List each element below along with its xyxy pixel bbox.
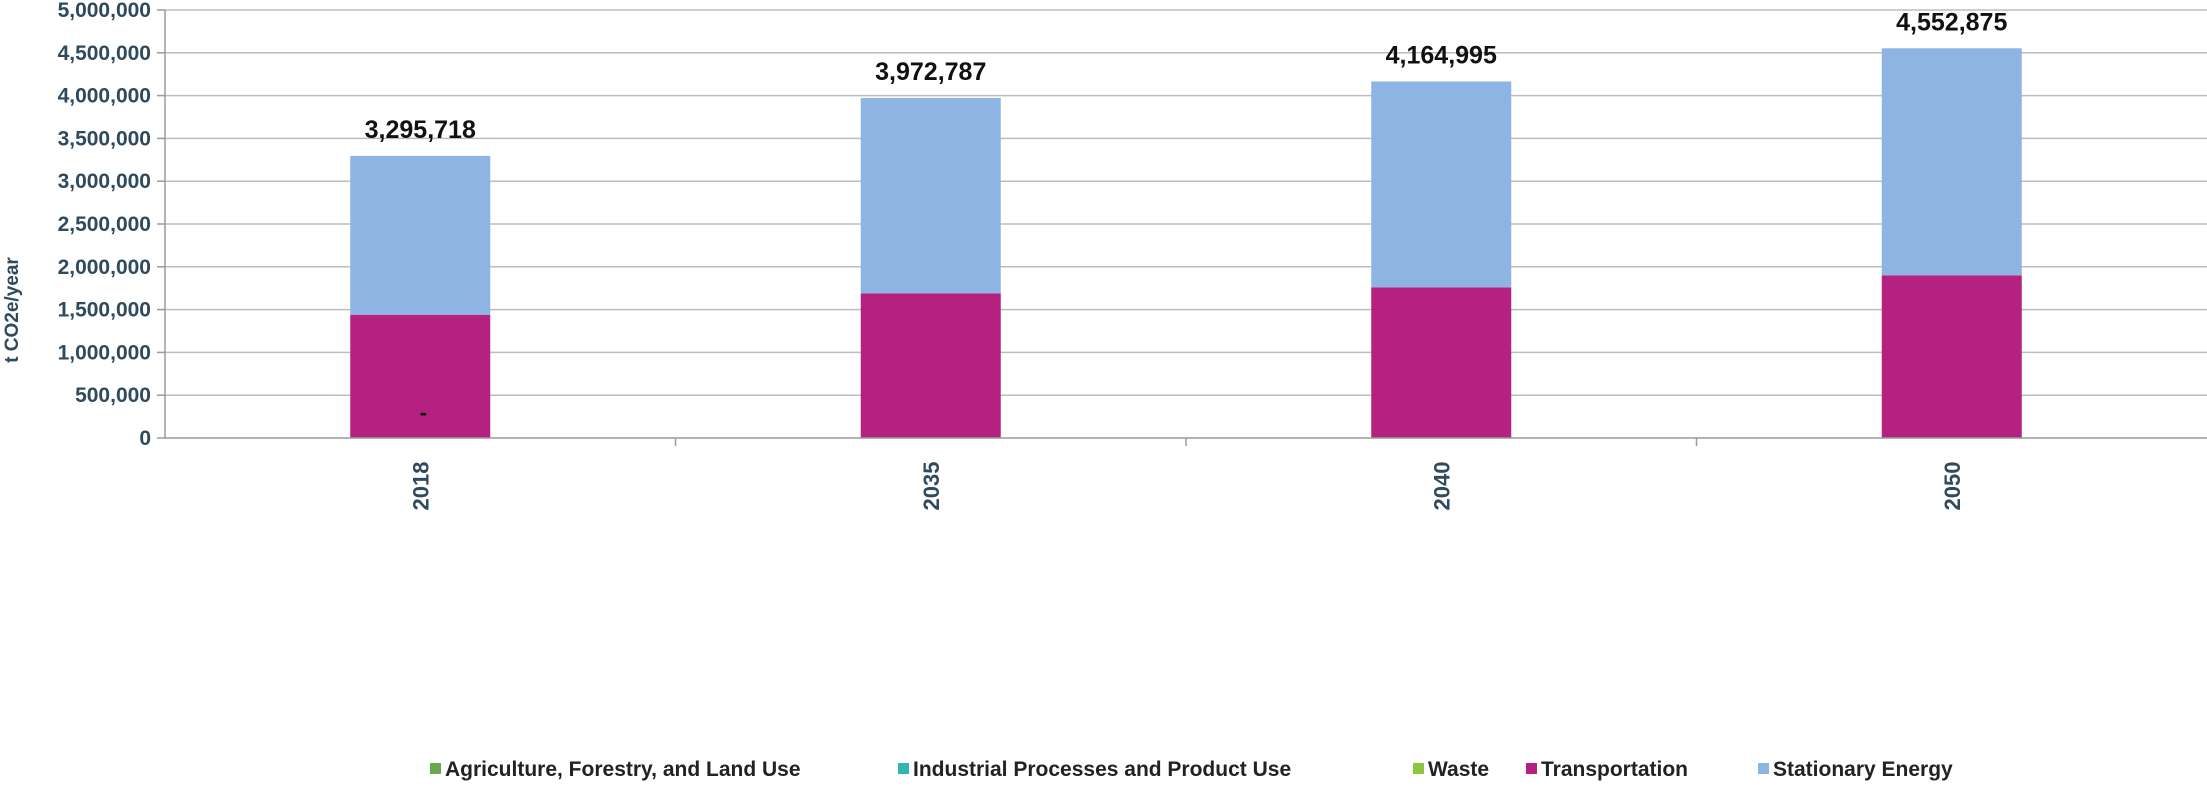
legend-label: Agriculture, Forestry, and Land Use <box>445 758 801 781</box>
total-label-2040: 4,164,995 <box>1386 41 1497 69</box>
bar-stationary-energy-2035 <box>860 97 1001 294</box>
legend-swatch <box>1758 763 1769 774</box>
legend-label: Waste <box>1428 758 1489 781</box>
bar-stationary-energy-2040 <box>1371 81 1512 288</box>
x-axis-ticks: 2018 2035 2040 2050 <box>408 462 1965 511</box>
x-tick-label-2050: 2050 <box>1940 462 1965 511</box>
total-label-2035: 3,972,787 <box>875 58 986 86</box>
bar-stationary-energy-2018 <box>350 155 491 315</box>
legend-label: Transportation <box>1541 758 1688 781</box>
y-tick-label: 5,000,000 <box>58 0 151 22</box>
total-label-2018: 3,295,718 <box>365 116 476 144</box>
legend-label: Stationary Energy <box>1773 758 1953 781</box>
bar-transportation-2050 <box>1881 275 2022 438</box>
annotation-dash: - <box>420 400 427 425</box>
y-tick-label: 4,000,000 <box>58 85 151 108</box>
y-tick-label: 4,500,000 <box>58 42 151 65</box>
legend: Agriculture, Forestry, and Land Use Indus… <box>430 758 1953 781</box>
y-tick-label: 3,500,000 <box>58 127 151 150</box>
y-tick-label: 2,500,000 <box>58 213 151 236</box>
y-tick-label: 500,000 <box>75 384 151 407</box>
legend-swatch <box>898 763 909 774</box>
y-tick-label: 1,000,000 <box>58 341 151 364</box>
x-tick-label-2035: 2035 <box>919 462 944 511</box>
bars <box>350 48 2022 438</box>
x-tick-label-2018: 2018 <box>408 462 433 511</box>
axes <box>164 10 2207 446</box>
bar-stationary-energy-2050 <box>1881 48 2022 276</box>
total-label-2050: 4,552,875 <box>1896 8 2007 36</box>
y-tick-label: 3,000,000 <box>58 170 151 193</box>
gridlines <box>165 9 2207 396</box>
y-tick-label: 1,500,000 <box>58 299 151 322</box>
y-axis-ticks: 0 500,000 1,000,000 1,500,000 2,000,000 2,500… <box>58 0 165 450</box>
legend-swatch <box>430 763 441 774</box>
legend-label: Industrial Processes and Product Use <box>913 758 1291 781</box>
bar-transportation-2035 <box>860 293 1001 438</box>
bar-transportation-2040 <box>1371 287 1512 438</box>
y-tick-label: 0 <box>139 427 151 450</box>
y-tick-label: 2,000,000 <box>58 256 151 279</box>
legend-swatch <box>1526 763 1537 774</box>
y-axis-label: t CO2e/year <box>2 257 23 363</box>
legend-swatch <box>1413 763 1424 774</box>
bar-transportation-2018 <box>350 314 491 438</box>
total-labels: 3,295,718 3,972,787 4,164,995 4,552,875 - <box>365 8 2008 425</box>
x-tick-label-2040: 2040 <box>1429 462 1454 511</box>
